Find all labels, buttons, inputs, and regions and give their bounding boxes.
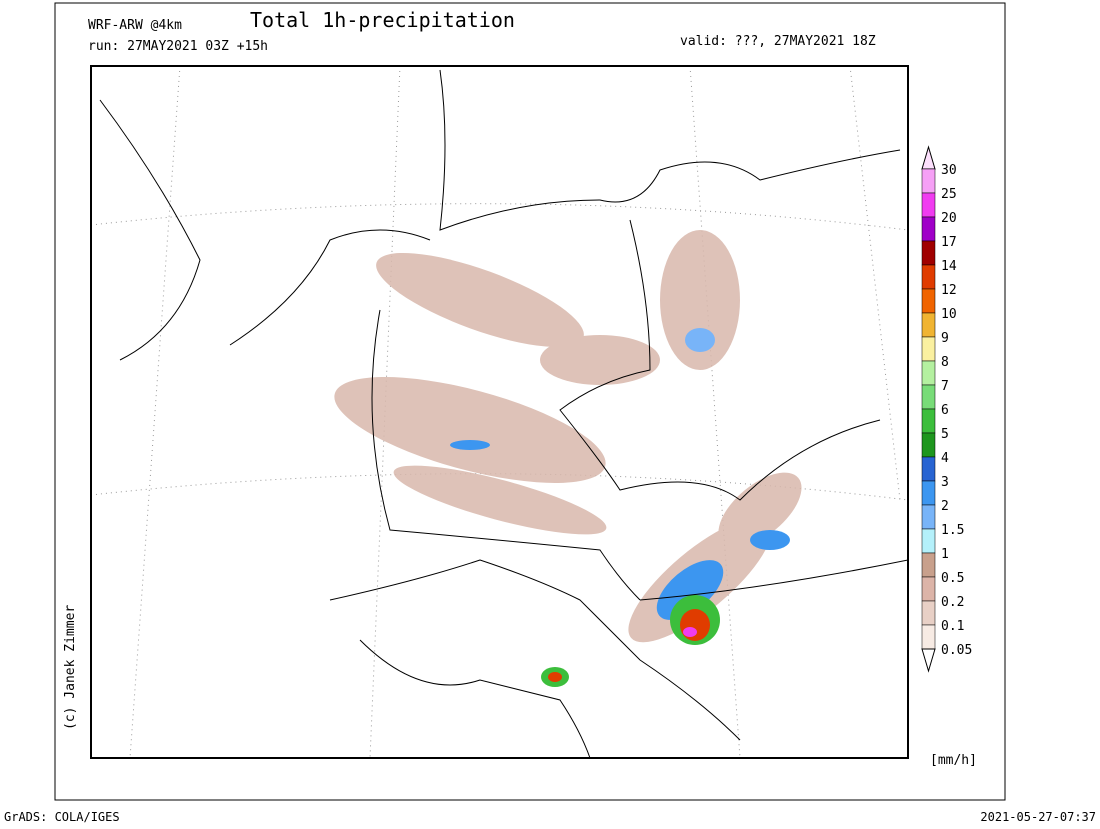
map-frame bbox=[90, 65, 909, 759]
colorbar-box bbox=[921, 288, 936, 314]
colorbar-box bbox=[921, 408, 936, 434]
colorbar-box bbox=[921, 240, 936, 266]
colorbar-label: 0.05 bbox=[941, 643, 972, 658]
colorbar-box bbox=[921, 480, 936, 506]
map bbox=[90, 65, 909, 759]
colorbar-label: 1.5 bbox=[941, 523, 964, 538]
colorbar-label: 2 bbox=[941, 499, 949, 514]
colorbar-box bbox=[921, 168, 936, 194]
model-label: WRF-ARW @4km bbox=[88, 18, 182, 33]
colorbar-label: 25 bbox=[941, 187, 957, 202]
precip-heavy bbox=[450, 328, 790, 687]
precip-light bbox=[334, 230, 802, 643]
colorbar-box bbox=[921, 576, 936, 602]
colorbar-label: 30 bbox=[941, 163, 957, 178]
colorbar-label: 5 bbox=[941, 427, 949, 442]
colorbar-label: 8 bbox=[941, 355, 949, 370]
footer-right: 2021-05-27-07:37 bbox=[980, 810, 1096, 824]
colorbar: 30 25 20 17 14 12 10 9 8 7 6 5 4 3 2 1.5 1 0.5 0.2 0.1 0.05 bbox=[921, 145, 972, 673]
colorbar-label: 12 bbox=[941, 283, 957, 298]
credit: (c) Janek Zimmer bbox=[63, 605, 78, 730]
colorbar-top bbox=[921, 145, 936, 170]
valid-label: valid: ???, 27MAY2021 18Z bbox=[680, 34, 876, 49]
colorbar-label: 20 bbox=[941, 211, 957, 226]
colorbar-label: 1 bbox=[941, 547, 949, 562]
legend-unit: [mm/h] bbox=[930, 753, 977, 768]
colorbar-label: 10 bbox=[941, 307, 957, 322]
run-label: run: 27MAY2021 03Z +15h bbox=[88, 39, 268, 54]
colorbar-box bbox=[921, 528, 936, 554]
colorbar-label: 3 bbox=[941, 475, 949, 490]
colorbar-box bbox=[921, 432, 936, 458]
map-content bbox=[91, 66, 908, 758]
borders bbox=[99, 69, 908, 758]
colorbar-box bbox=[921, 192, 936, 218]
colorbar-label: 17 bbox=[941, 235, 957, 250]
colorbar-label: 14 bbox=[941, 259, 957, 274]
colorbar-box bbox=[921, 384, 936, 410]
colorbar-box bbox=[921, 360, 936, 386]
footer-left: GrADS: COLA/IGES bbox=[4, 810, 120, 824]
colorbar-box bbox=[921, 552, 936, 578]
colorbar-box bbox=[921, 504, 936, 530]
colorbar-label: 9 bbox=[941, 331, 949, 346]
colorbar-box bbox=[921, 216, 936, 242]
colorbar-box bbox=[921, 312, 936, 338]
colorbar-box bbox=[921, 264, 936, 290]
colorbar-box bbox=[921, 600, 936, 626]
colorbar-bottom bbox=[921, 648, 936, 673]
colorbar-label: 7 bbox=[941, 379, 949, 394]
map-title: Total 1h-precipitation bbox=[250, 8, 515, 32]
colorbar-label: 0.1 bbox=[941, 619, 964, 634]
colorbar-box bbox=[921, 456, 936, 482]
outer-frame bbox=[54, 2, 1006, 801]
colorbar-box bbox=[921, 624, 936, 650]
colorbar-label: 6 bbox=[941, 403, 949, 418]
colorbar-label: 0.2 bbox=[941, 595, 964, 610]
colorbar-label: 0.5 bbox=[941, 571, 964, 586]
colorbar-label: 4 bbox=[941, 451, 949, 466]
colorbar-box bbox=[921, 336, 936, 362]
